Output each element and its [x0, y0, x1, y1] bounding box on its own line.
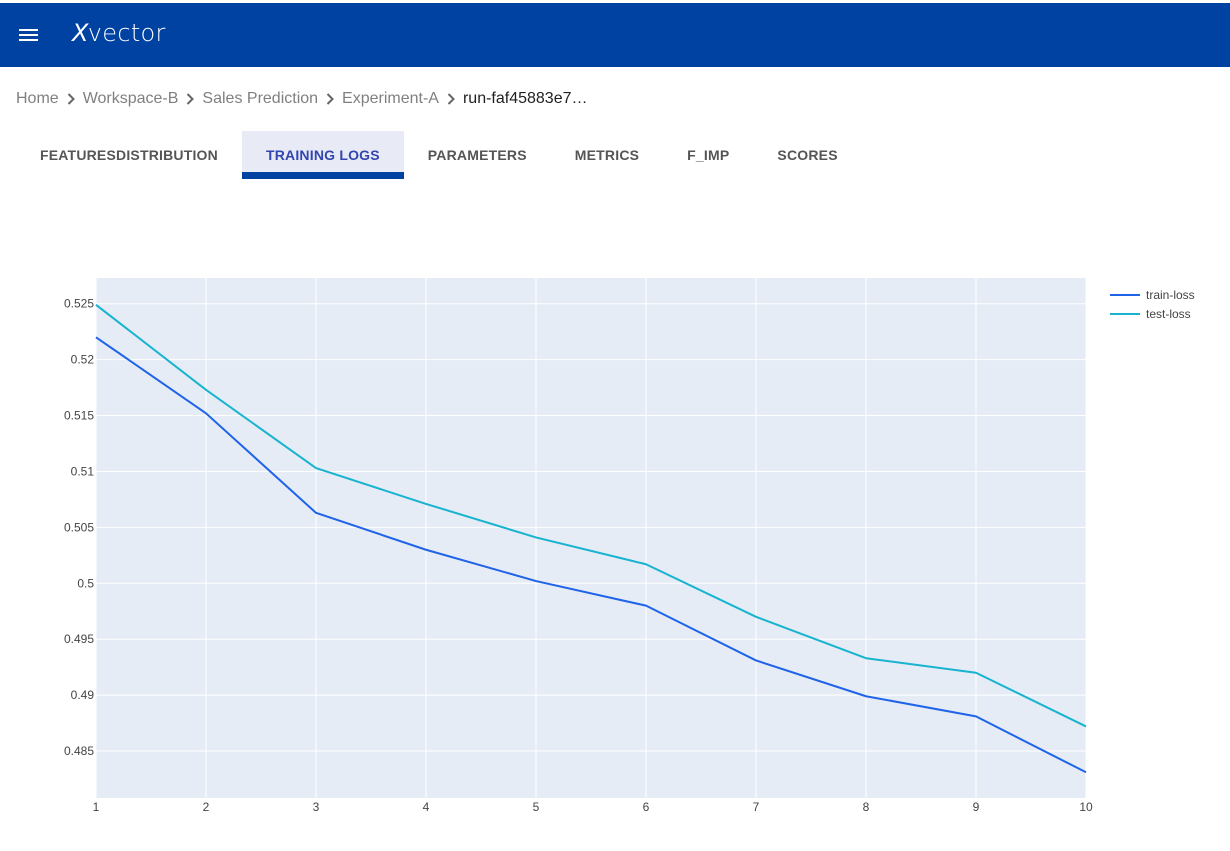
- logo-text: vector: [87, 19, 166, 47]
- logo-mark: X: [72, 19, 89, 47]
- y-tick-label: 0.52: [71, 353, 95, 367]
- y-tick-label: 0.515: [64, 409, 94, 423]
- tab-f-imp[interactable]: F_IMP: [687, 147, 730, 163]
- breadcrumb-workspace[interactable]: Workspace-B: [82, 90, 179, 107]
- x-tick-label: 6: [643, 800, 650, 814]
- legend-item-test-loss[interactable]: test-loss: [1110, 304, 1195, 323]
- y-tick-label: 0.485: [64, 744, 94, 758]
- tab-scores[interactable]: SCORES: [777, 147, 838, 163]
- series-line-train-loss: [95, 336, 1087, 774]
- chevron-right-icon: [321, 90, 339, 108]
- y-tick-label: 0.51: [71, 464, 95, 478]
- x-tick-label: 1: [93, 800, 100, 814]
- breadcrumb-project[interactable]: Sales Prediction: [202, 90, 319, 107]
- legend-item-train-loss[interactable]: train-loss: [1110, 285, 1195, 304]
- x-tick-label: 3: [313, 800, 320, 814]
- breadcrumb-experiment[interactable]: Experiment-A: [342, 90, 439, 107]
- tab-bar: FEATURESDISTRIBUTION TRAINING LOGS PARAM…: [16, 131, 862, 179]
- legend-swatch-train-loss: [1110, 293, 1140, 296]
- x-tick-label: 4: [423, 800, 430, 814]
- breadcrumb: Home Workspace-B Sales Prediction Experi…: [16, 88, 588, 110]
- y-tick-label: 0.525: [64, 297, 94, 311]
- chevron-right-icon: [442, 90, 460, 108]
- x-tick-label: 8: [863, 800, 870, 814]
- app-logo[interactable]: Xvector: [72, 19, 166, 47]
- plot-area: [96, 278, 1086, 798]
- y-tick-label: 0.49: [71, 688, 95, 702]
- hamburger-menu-icon[interactable]: [19, 27, 38, 41]
- chevron-right-icon: [181, 90, 199, 108]
- chevron-right-icon: [62, 90, 80, 108]
- tab-training-logs[interactable]: TRAINING LOGS: [241, 131, 404, 179]
- legend-label-test-loss: test-loss: [1146, 306, 1191, 321]
- chart-legend: train-loss test-loss: [1110, 285, 1195, 323]
- tab-metrics[interactable]: METRICS: [574, 147, 640, 163]
- y-tick-label: 0.505: [64, 520, 94, 534]
- x-tick-label: 9: [973, 800, 980, 814]
- x-tick-label: 7: [753, 800, 760, 814]
- tab-features-distribution[interactable]: FEATURESDISTRIBUTION: [40, 147, 218, 163]
- x-tick-label: 5: [533, 800, 540, 814]
- breadcrumb-current-run: run-faf45883e7…: [462, 90, 588, 107]
- y-tick-label: 0.5: [77, 576, 94, 590]
- breadcrumb-home[interactable]: Home: [16, 90, 59, 107]
- series-line-test-loss: [95, 304, 1087, 728]
- legend-label-train-loss: train-loss: [1146, 287, 1195, 302]
- legend-swatch-test-loss: [1110, 312, 1140, 315]
- x-tick-label: 2: [203, 800, 210, 814]
- app-header: Xvector: [0, 0, 1230, 67]
- x-tick-label: 10: [1079, 800, 1093, 814]
- tab-parameters[interactable]: PARAMETERS: [427, 147, 527, 163]
- y-tick-label: 0.495: [64, 632, 94, 646]
